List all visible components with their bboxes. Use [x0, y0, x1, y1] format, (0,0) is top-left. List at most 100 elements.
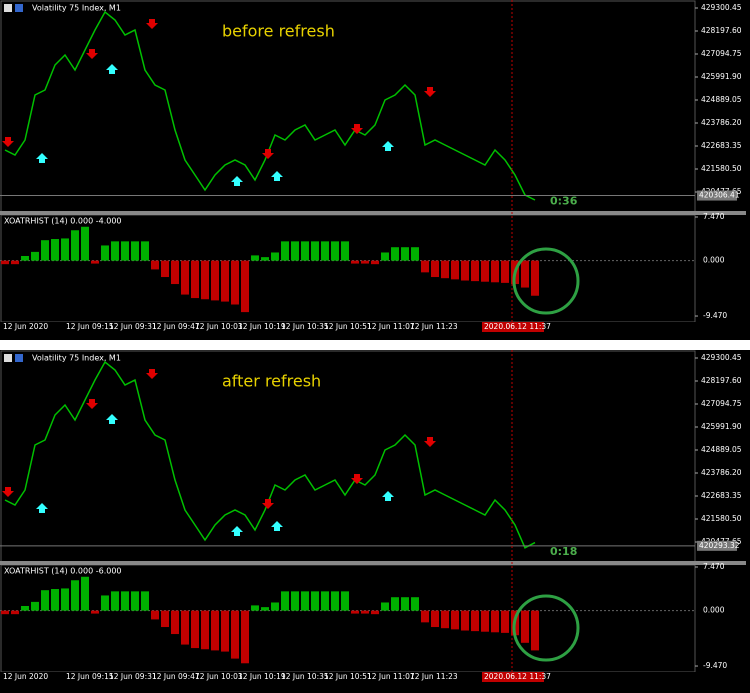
hist-bar — [291, 241, 299, 261]
cursor-time: 2020.06.12 11:37 — [484, 322, 551, 331]
time-axis — [0, 322, 750, 340]
annotation: before refresh — [222, 22, 335, 41]
hist-bar — [31, 251, 39, 261]
hist-bar — [161, 260, 169, 278]
hist-bar — [291, 591, 299, 611]
hist-bar — [531, 610, 539, 651]
cursor-time-box — [482, 672, 544, 682]
hist-bar — [281, 591, 289, 611]
hist-bar — [301, 241, 309, 261]
y-tick-label: 421580.50 — [701, 164, 742, 173]
x-tick-label: 12 Jun 10:03 — [195, 322, 243, 331]
buy-arrow — [382, 141, 394, 151]
price-line — [4, 10, 536, 201]
hist-bar — [101, 595, 109, 611]
y-tick-label: -9.470 — [703, 311, 727, 320]
x-tick-label: 12 Jun 09:15 — [66, 672, 114, 681]
buy-arrow — [106, 64, 118, 74]
hist-bar — [501, 260, 509, 283]
countdown: 0:36 — [550, 195, 578, 208]
hist-bar — [191, 610, 199, 649]
x-tick-label: 12 Jun 2020 — [3, 322, 48, 331]
hist-bar — [161, 610, 169, 628]
sell-arrow — [424, 87, 436, 97]
countdown: 0:18 — [550, 545, 577, 558]
y-tick-label: 421580.50 — [701, 514, 742, 523]
hist-bar — [271, 602, 279, 611]
hist-bar — [241, 610, 249, 664]
hist-bar — [141, 591, 149, 611]
hist-bar — [391, 247, 399, 261]
hist-bar — [91, 610, 99, 614]
hist-bar — [141, 241, 149, 261]
y-tick-label: 429300.45 — [701, 3, 742, 12]
window-title: Volatility 75 Index, M1 — [32, 354, 121, 363]
hist-bar — [241, 260, 249, 313]
hist-bar — [211, 610, 219, 651]
hist-bar — [1, 260, 9, 265]
hist-bar — [321, 591, 329, 611]
hist-bar — [391, 597, 399, 611]
hist-bar — [211, 260, 219, 301]
hist-bar — [341, 241, 349, 261]
window-title: Volatility 75 Index, M1 — [32, 4, 121, 13]
hist-bar — [111, 241, 119, 261]
icon — [4, 4, 12, 12]
hist-bar — [441, 260, 449, 279]
hist-bar — [351, 610, 359, 614]
buy-arrow — [231, 176, 243, 186]
buy-arrow — [271, 171, 283, 181]
hist-bar — [201, 610, 209, 650]
hist-bar — [121, 591, 129, 611]
x-tick-label: 12 Jun 10:03 — [195, 672, 243, 681]
sell-arrow — [351, 124, 363, 134]
hist-bar — [1, 610, 9, 615]
y-tick-label: 423786.20 — [701, 118, 742, 127]
x-tick-label: 12 Jun 11:07 — [367, 322, 415, 331]
hist-bar — [131, 591, 139, 611]
current-price-label: 420306.41 — [699, 191, 740, 200]
buy-arrow — [382, 491, 394, 501]
hist-bar — [271, 252, 279, 261]
current-price-label: 420293.32 — [699, 541, 740, 550]
hist-bar — [371, 610, 379, 615]
hist-bar — [481, 610, 489, 632]
hist-bar — [351, 260, 359, 264]
indicator-title: XOATRHIST (14) 0.000 -4.000 — [4, 217, 122, 226]
hist-bar — [101, 245, 109, 261]
hist-bar — [71, 580, 79, 611]
x-tick-label: 12 Jun 10:35 — [281, 672, 329, 681]
hist-bar — [461, 260, 469, 281]
x-tick-label: 12 Jun 10:35 — [281, 322, 329, 331]
annotation: after refresh — [222, 372, 321, 391]
buy-arrow — [231, 526, 243, 536]
sell-arrow — [86, 49, 98, 59]
hist-bar — [471, 260, 479, 282]
hist-bar — [321, 241, 329, 261]
hist-bar — [231, 610, 239, 659]
separator — [0, 211, 746, 215]
hist-bar — [71, 230, 79, 261]
y-tick-label: 7.470 — [703, 562, 725, 571]
hist-bar — [181, 610, 189, 645]
sell-arrow — [86, 399, 98, 409]
hist-bar — [371, 260, 379, 265]
hist-bar — [251, 255, 259, 261]
hist-bar — [431, 610, 439, 628]
hist-bar — [331, 591, 339, 611]
hist-bar — [311, 241, 319, 261]
highlight-circle — [512, 247, 580, 315]
hist-bar — [51, 239, 59, 261]
hist-bar — [401, 247, 409, 261]
y-tick-label: 423786.20 — [701, 468, 742, 477]
buy-arrow — [36, 153, 48, 163]
y-tick-label: 0.000 — [703, 256, 725, 265]
sell-arrow — [2, 137, 14, 147]
hist-bar — [21, 605, 29, 611]
sell-arrow — [262, 149, 274, 159]
x-tick-label: 12 Jun 11:07 — [367, 672, 415, 681]
separator — [0, 561, 746, 565]
y-tick-label: 425991.90 — [701, 422, 742, 431]
indicator-title: XOATRHIST (14) 0.000 -6.000 — [4, 567, 122, 576]
